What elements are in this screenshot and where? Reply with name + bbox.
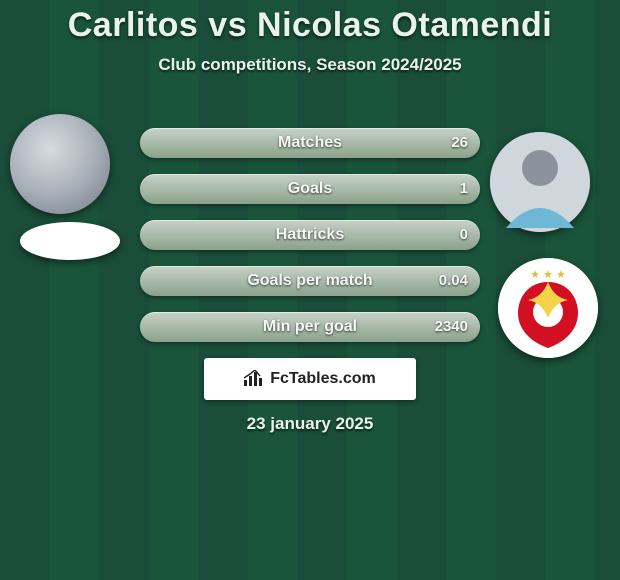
- player-right-avatar: [490, 132, 590, 232]
- stat-label: Hattricks: [140, 220, 480, 250]
- page-subtitle: Club competitions, Season 2024/2025: [0, 55, 620, 75]
- stats-container: Matches 26 Goals 1 Hattricks 0 Goals per…: [140, 128, 480, 358]
- date-label: 23 january 2025: [0, 414, 620, 434]
- player-right-club-logo: ★ ★ ★: [498, 258, 598, 358]
- stat-right-value: 0.04: [439, 266, 468, 296]
- stat-row-goals: Goals 1: [140, 174, 480, 204]
- player-left-club-logo: [20, 222, 120, 260]
- stat-row-goals-per-match: Goals per match 0.04: [140, 266, 480, 296]
- stat-label: Min per goal: [140, 312, 480, 342]
- stat-right-value: 2340: [435, 312, 468, 342]
- attribution-badge: FcTables.com: [204, 358, 416, 400]
- attribution-text: FcTables.com: [270, 370, 376, 388]
- stat-row-min-per-goal: Min per goal 2340: [140, 312, 480, 342]
- svg-text:★ ★ ★: ★ ★ ★: [530, 269, 566, 281]
- stat-right-value: 0: [460, 220, 468, 250]
- stat-label: Goals per match: [140, 266, 480, 296]
- stat-label: Matches: [140, 128, 480, 158]
- page-title: Carlitos vs Nicolas Otamendi: [0, 6, 620, 45]
- stat-label: Goals: [140, 174, 480, 204]
- stat-right-value: 1: [460, 174, 468, 204]
- stat-row-matches: Matches 26: [140, 128, 480, 158]
- avatar-placeholder-icon: [490, 132, 590, 232]
- stat-right-value: 26: [451, 128, 468, 158]
- benfica-crest-icon: ★ ★ ★: [498, 258, 598, 358]
- stat-row-hattricks: Hattricks 0: [140, 220, 480, 250]
- bar-chart-icon: [244, 370, 264, 388]
- player-left-avatar: [10, 114, 110, 214]
